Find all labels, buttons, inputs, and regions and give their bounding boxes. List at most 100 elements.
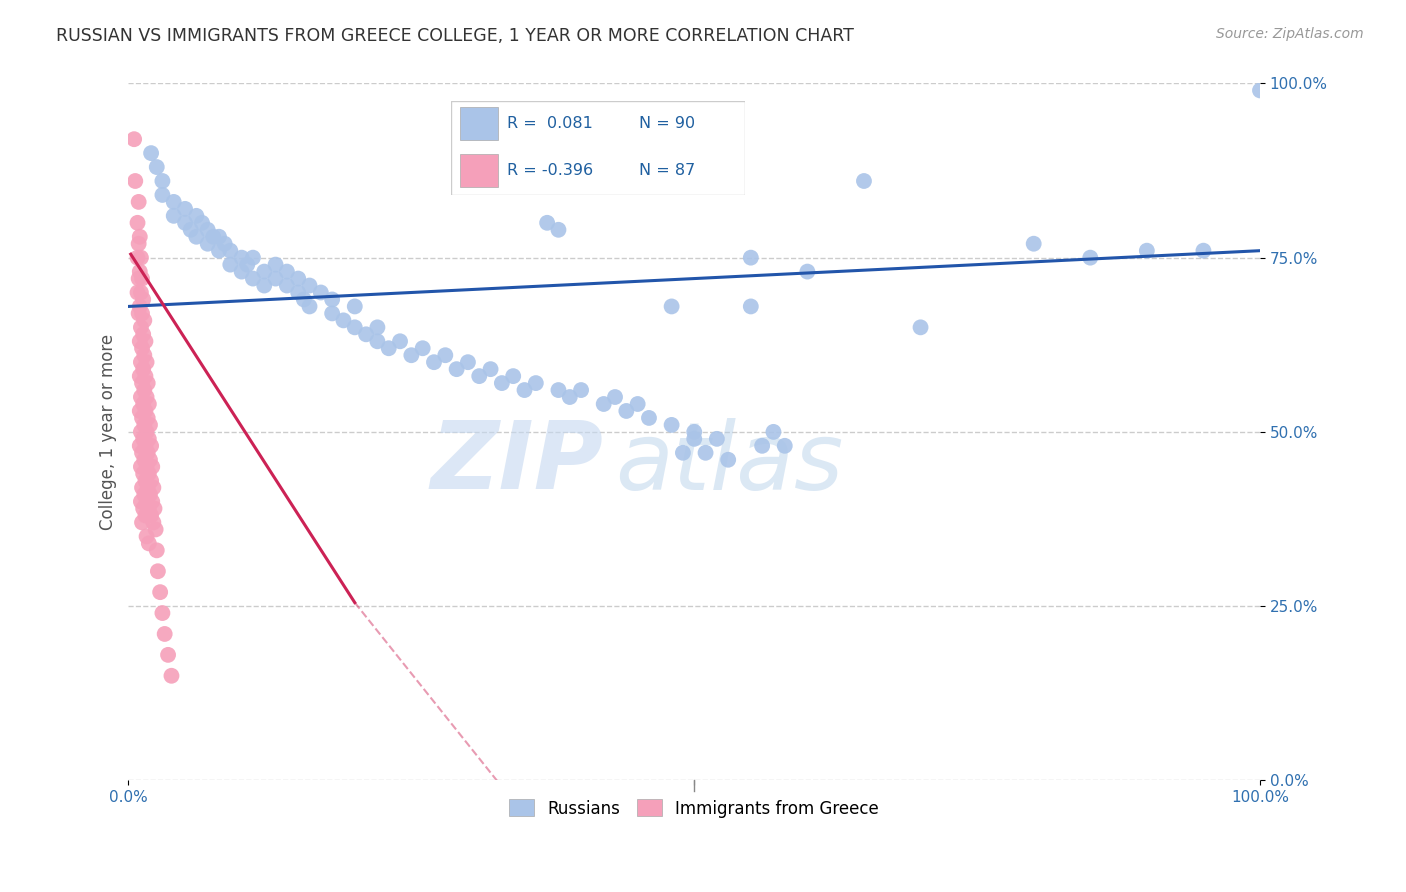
Point xyxy=(276,278,298,293)
Point xyxy=(253,264,276,278)
Point xyxy=(128,300,150,314)
Point xyxy=(661,417,683,432)
Legend: Russians, Immigrants from Greece: Russians, Immigrants from Greece xyxy=(502,793,886,824)
Point xyxy=(131,376,153,390)
Point xyxy=(131,446,153,460)
Point xyxy=(683,425,706,439)
Point xyxy=(134,474,156,488)
Point xyxy=(751,439,773,453)
Point xyxy=(468,369,491,384)
Point xyxy=(129,355,152,369)
Point xyxy=(569,383,592,397)
Point xyxy=(423,355,446,369)
Point xyxy=(1022,236,1045,251)
Point xyxy=(186,229,208,244)
Point xyxy=(128,236,150,251)
Point xyxy=(134,348,156,362)
Point xyxy=(208,229,231,244)
Point xyxy=(129,390,152,404)
Point xyxy=(143,501,166,516)
Point xyxy=(354,327,377,342)
Point xyxy=(174,216,197,230)
Point xyxy=(139,146,162,161)
Point xyxy=(132,501,155,516)
Point xyxy=(191,216,214,230)
Point xyxy=(160,669,183,683)
Point xyxy=(128,404,150,418)
Point xyxy=(242,271,264,285)
Point xyxy=(1078,251,1101,265)
Point xyxy=(231,264,253,278)
Point xyxy=(128,229,150,244)
Point xyxy=(132,293,155,307)
Point xyxy=(638,411,661,425)
Point xyxy=(264,271,287,285)
Point xyxy=(321,293,343,307)
Point xyxy=(135,425,157,439)
Point xyxy=(134,417,156,432)
Point xyxy=(122,132,145,146)
Point xyxy=(695,446,717,460)
Point xyxy=(139,417,162,432)
Point xyxy=(129,320,152,334)
Point xyxy=(180,223,202,237)
Point xyxy=(128,264,150,278)
Y-axis label: College, 1 year or more: College, 1 year or more xyxy=(100,334,117,530)
Point xyxy=(132,432,155,446)
Point xyxy=(134,508,156,523)
Point xyxy=(287,285,309,300)
Point xyxy=(136,481,159,495)
Point xyxy=(1249,83,1271,97)
Point xyxy=(446,362,468,376)
Point xyxy=(146,564,169,578)
Point xyxy=(773,439,796,453)
Point xyxy=(740,300,762,314)
Point xyxy=(672,446,695,460)
Point xyxy=(910,320,932,334)
Point xyxy=(603,390,626,404)
Point xyxy=(128,439,150,453)
Point xyxy=(479,362,502,376)
Point xyxy=(152,606,174,620)
Point xyxy=(343,320,366,334)
Point xyxy=(219,244,242,258)
Text: Source: ZipAtlas.com: Source: ZipAtlas.com xyxy=(1216,27,1364,41)
Point xyxy=(142,481,165,495)
Point xyxy=(132,397,155,411)
Text: ZIP: ZIP xyxy=(430,417,603,509)
Point xyxy=(186,209,208,223)
Text: RUSSIAN VS IMMIGRANTS FROM GREECE COLLEGE, 1 YEAR OR MORE CORRELATION CHART: RUSSIAN VS IMMIGRANTS FROM GREECE COLLEG… xyxy=(56,27,853,45)
Point xyxy=(242,251,264,265)
Point xyxy=(214,236,236,251)
Point xyxy=(298,300,321,314)
Point xyxy=(139,439,162,453)
Point xyxy=(197,223,219,237)
Point xyxy=(135,355,157,369)
Point xyxy=(128,194,150,209)
Point xyxy=(152,188,174,202)
Point xyxy=(131,481,153,495)
Point xyxy=(1136,244,1159,258)
Point xyxy=(134,439,156,453)
Point xyxy=(276,264,298,278)
Point xyxy=(128,334,150,349)
Point xyxy=(132,467,155,481)
Point xyxy=(389,334,412,349)
Point xyxy=(547,223,569,237)
Point xyxy=(134,452,156,467)
Point xyxy=(131,516,153,530)
Point xyxy=(149,585,172,599)
Point xyxy=(138,501,160,516)
Point xyxy=(128,306,150,320)
Point xyxy=(524,376,547,390)
Point xyxy=(343,300,366,314)
Point xyxy=(762,425,785,439)
Point xyxy=(145,160,167,174)
Point xyxy=(208,244,231,258)
Point xyxy=(366,320,388,334)
Point xyxy=(298,278,321,293)
Point xyxy=(131,306,153,320)
Point xyxy=(434,348,457,362)
Point xyxy=(136,376,159,390)
Point xyxy=(219,258,242,272)
